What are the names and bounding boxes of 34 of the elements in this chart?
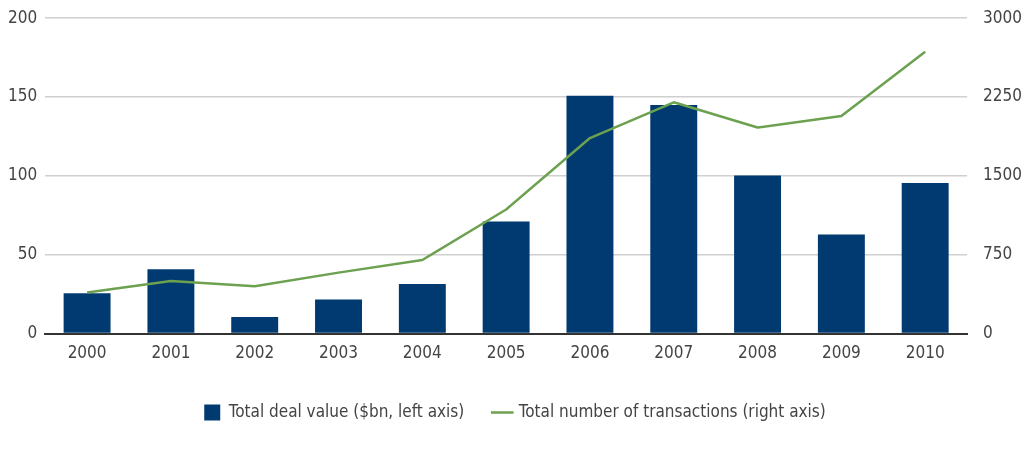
- bar: [817, 234, 865, 333]
- bar: [734, 175, 782, 333]
- x-tick-label: 2008: [738, 342, 778, 363]
- x-tick-label: 2000: [67, 342, 107, 363]
- bar: [63, 293, 111, 333]
- y-tick-label: 50: [17, 243, 38, 264]
- x-tick-label: 2004: [402, 342, 442, 363]
- bar: [315, 299, 362, 333]
- bar: [650, 105, 698, 333]
- x-tick-label: 2009: [821, 342, 861, 363]
- bar: [398, 283, 446, 333]
- y-tick-label: 0: [27, 322, 38, 343]
- bar: [231, 317, 279, 333]
- x-tick-label: 2010: [905, 342, 945, 363]
- x-tick-label: 2007: [654, 342, 694, 363]
- x-tick-label: 2003: [319, 342, 358, 363]
- y-tick-label: 200: [8, 6, 38, 27]
- x-tick-label: 2001: [151, 342, 191, 363]
- bar: [482, 221, 530, 333]
- y2-tick-label: 2250: [983, 85, 1023, 106]
- bar: [566, 95, 614, 333]
- x-tick-label: 2006: [570, 342, 610, 363]
- y-tick-label: 150: [8, 85, 38, 106]
- x-tick-label: 2005: [486, 342, 526, 363]
- y2-tick-label: 750: [983, 243, 1013, 264]
- y-tick-label: 100: [8, 164, 38, 185]
- legend-label: Total deal value ($bn, left axis): [227, 400, 465, 421]
- x-tick-label: 2002: [235, 342, 275, 363]
- y2-tick-label: 0: [983, 322, 993, 343]
- y2-tick-label: 3000: [983, 6, 1023, 27]
- bar: [147, 269, 195, 333]
- legend-label: Total number of transactions (right axis): [517, 400, 826, 421]
- y2-tick-label: 1500: [983, 164, 1023, 185]
- bar: [901, 183, 949, 333]
